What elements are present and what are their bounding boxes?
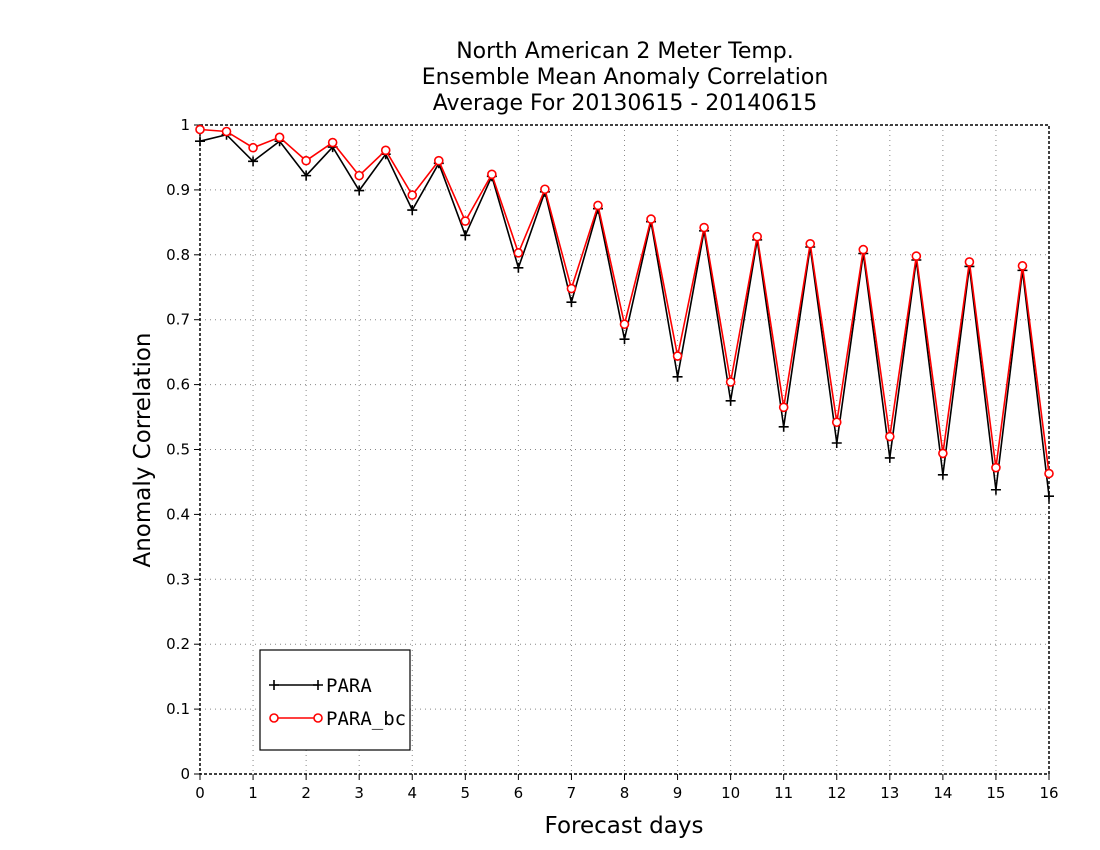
- data-point: [937, 469, 948, 480]
- data-point: [354, 170, 364, 181]
- y-tick-label: 0.8: [166, 246, 190, 264]
- x-tick-label: 10: [721, 784, 740, 802]
- data-point: [248, 156, 259, 167]
- data-point: [991, 462, 1001, 473]
- data-point: [884, 452, 895, 463]
- series-line: [199, 128, 1050, 474]
- x-tick-label: 16: [1039, 784, 1058, 802]
- y-tick-label: 0.9: [166, 181, 190, 199]
- data-point: [540, 184, 550, 195]
- data-point: [513, 248, 524, 258]
- data-point: [672, 351, 683, 361]
- x-tick-label: 9: [673, 784, 683, 802]
- x-tick-label: 6: [514, 784, 524, 802]
- data-point: [487, 169, 497, 180]
- data-point: [460, 230, 471, 241]
- legend-marker: [313, 680, 323, 690]
- data-point: [221, 126, 232, 137]
- data-point: [938, 448, 948, 459]
- y-tick-label: 0.1: [166, 700, 190, 718]
- data-point: [619, 319, 630, 330]
- data-point: [566, 283, 577, 294]
- data-point: [380, 145, 391, 156]
- y-tick-label: 0.7: [166, 311, 190, 329]
- legend: PARA PARA_bc: [259, 649, 411, 751]
- data-point: [248, 142, 258, 153]
- data-point: [354, 185, 365, 196]
- legend-marker: [269, 680, 279, 690]
- data-point: [274, 132, 285, 143]
- x-tick-label: 7: [567, 784, 577, 802]
- legend-label: PARA_bc: [326, 708, 406, 730]
- legend-label: PARA: [326, 675, 372, 697]
- y-axis-label: Anomaly Correlation: [130, 332, 156, 567]
- data-point: [1017, 261, 1028, 271]
- data-point: [1044, 491, 1054, 502]
- data-point: [301, 170, 312, 181]
- title-line-3: Average For 20130615 - 20140615: [433, 91, 818, 116]
- data-point: [433, 155, 444, 166]
- data-point: [699, 222, 709, 233]
- data-point: [778, 402, 789, 413]
- data-point: [831, 417, 842, 428]
- data-point: [964, 257, 975, 267]
- title-line-2: Ensemble Mean Anomaly Correlation: [422, 65, 829, 90]
- data-point: [593, 200, 603, 211]
- data-point: [672, 371, 683, 382]
- data-point: [301, 155, 311, 166]
- data-point: [566, 297, 577, 308]
- data-point: [725, 377, 736, 387]
- data-point: [911, 251, 922, 261]
- data-point: [858, 244, 869, 255]
- data-point: [805, 238, 816, 249]
- x-tick-label: 1: [248, 784, 258, 802]
- data-point: [752, 231, 762, 242]
- legend-marker: [313, 713, 323, 723]
- y-tick-label: 0.5: [166, 441, 190, 459]
- x-tick-label: 11: [774, 784, 793, 802]
- data-point: [195, 124, 205, 135]
- data-point: [513, 262, 524, 273]
- x-tick-label: 15: [986, 784, 1005, 802]
- series-PARA_bc: [195, 124, 1054, 479]
- y-tick-label: 0.2: [166, 635, 190, 653]
- data-point: [407, 190, 418, 200]
- x-tick-label: 14: [933, 784, 952, 802]
- legend-box: [259, 649, 411, 751]
- data-point: [460, 216, 471, 226]
- x-tick-label: 0: [195, 784, 205, 802]
- series-layer: [195, 124, 1054, 502]
- x-tick-label: 4: [407, 784, 417, 802]
- data-point: [725, 395, 736, 406]
- x-tick-label: 3: [354, 784, 364, 802]
- data-point: [195, 136, 205, 147]
- data-point: [990, 484, 1001, 495]
- data-point: [327, 137, 338, 148]
- axis-ticks: 0 1 2 3 4 5 6 7 8 9 10 11 12 13 14 15 1600.10.20.30.40.5…: [166, 116, 1058, 802]
- x-tick-label: 2: [301, 784, 311, 802]
- x-tick-label: 8: [620, 784, 630, 802]
- x-tick-label: 5: [461, 784, 471, 802]
- data-point: [885, 431, 895, 442]
- legend-marker: [269, 713, 279, 723]
- chart-title: North American 2 Meter Temp. Ensemble Me…: [422, 39, 829, 116]
- x-axis-label: Forecast days: [545, 813, 704, 839]
- y-tick-label: 0.3: [166, 570, 190, 588]
- y-tick-label: 0: [180, 765, 190, 783]
- data-point: [831, 438, 842, 449]
- data-point: [646, 214, 656, 224]
- data-point: [619, 334, 630, 345]
- data-point: [778, 421, 789, 432]
- y-tick-label: 1: [180, 116, 190, 134]
- x-tick-label: 13: [880, 784, 899, 802]
- y-tick-label: 0.6: [166, 376, 190, 394]
- data-point: [1044, 468, 1054, 479]
- data-point: [407, 205, 418, 216]
- y-tick-label: 0.4: [166, 505, 190, 523]
- title-line-1: North American 2 Meter Temp.: [456, 39, 794, 64]
- x-tick-label: 12: [827, 784, 846, 802]
